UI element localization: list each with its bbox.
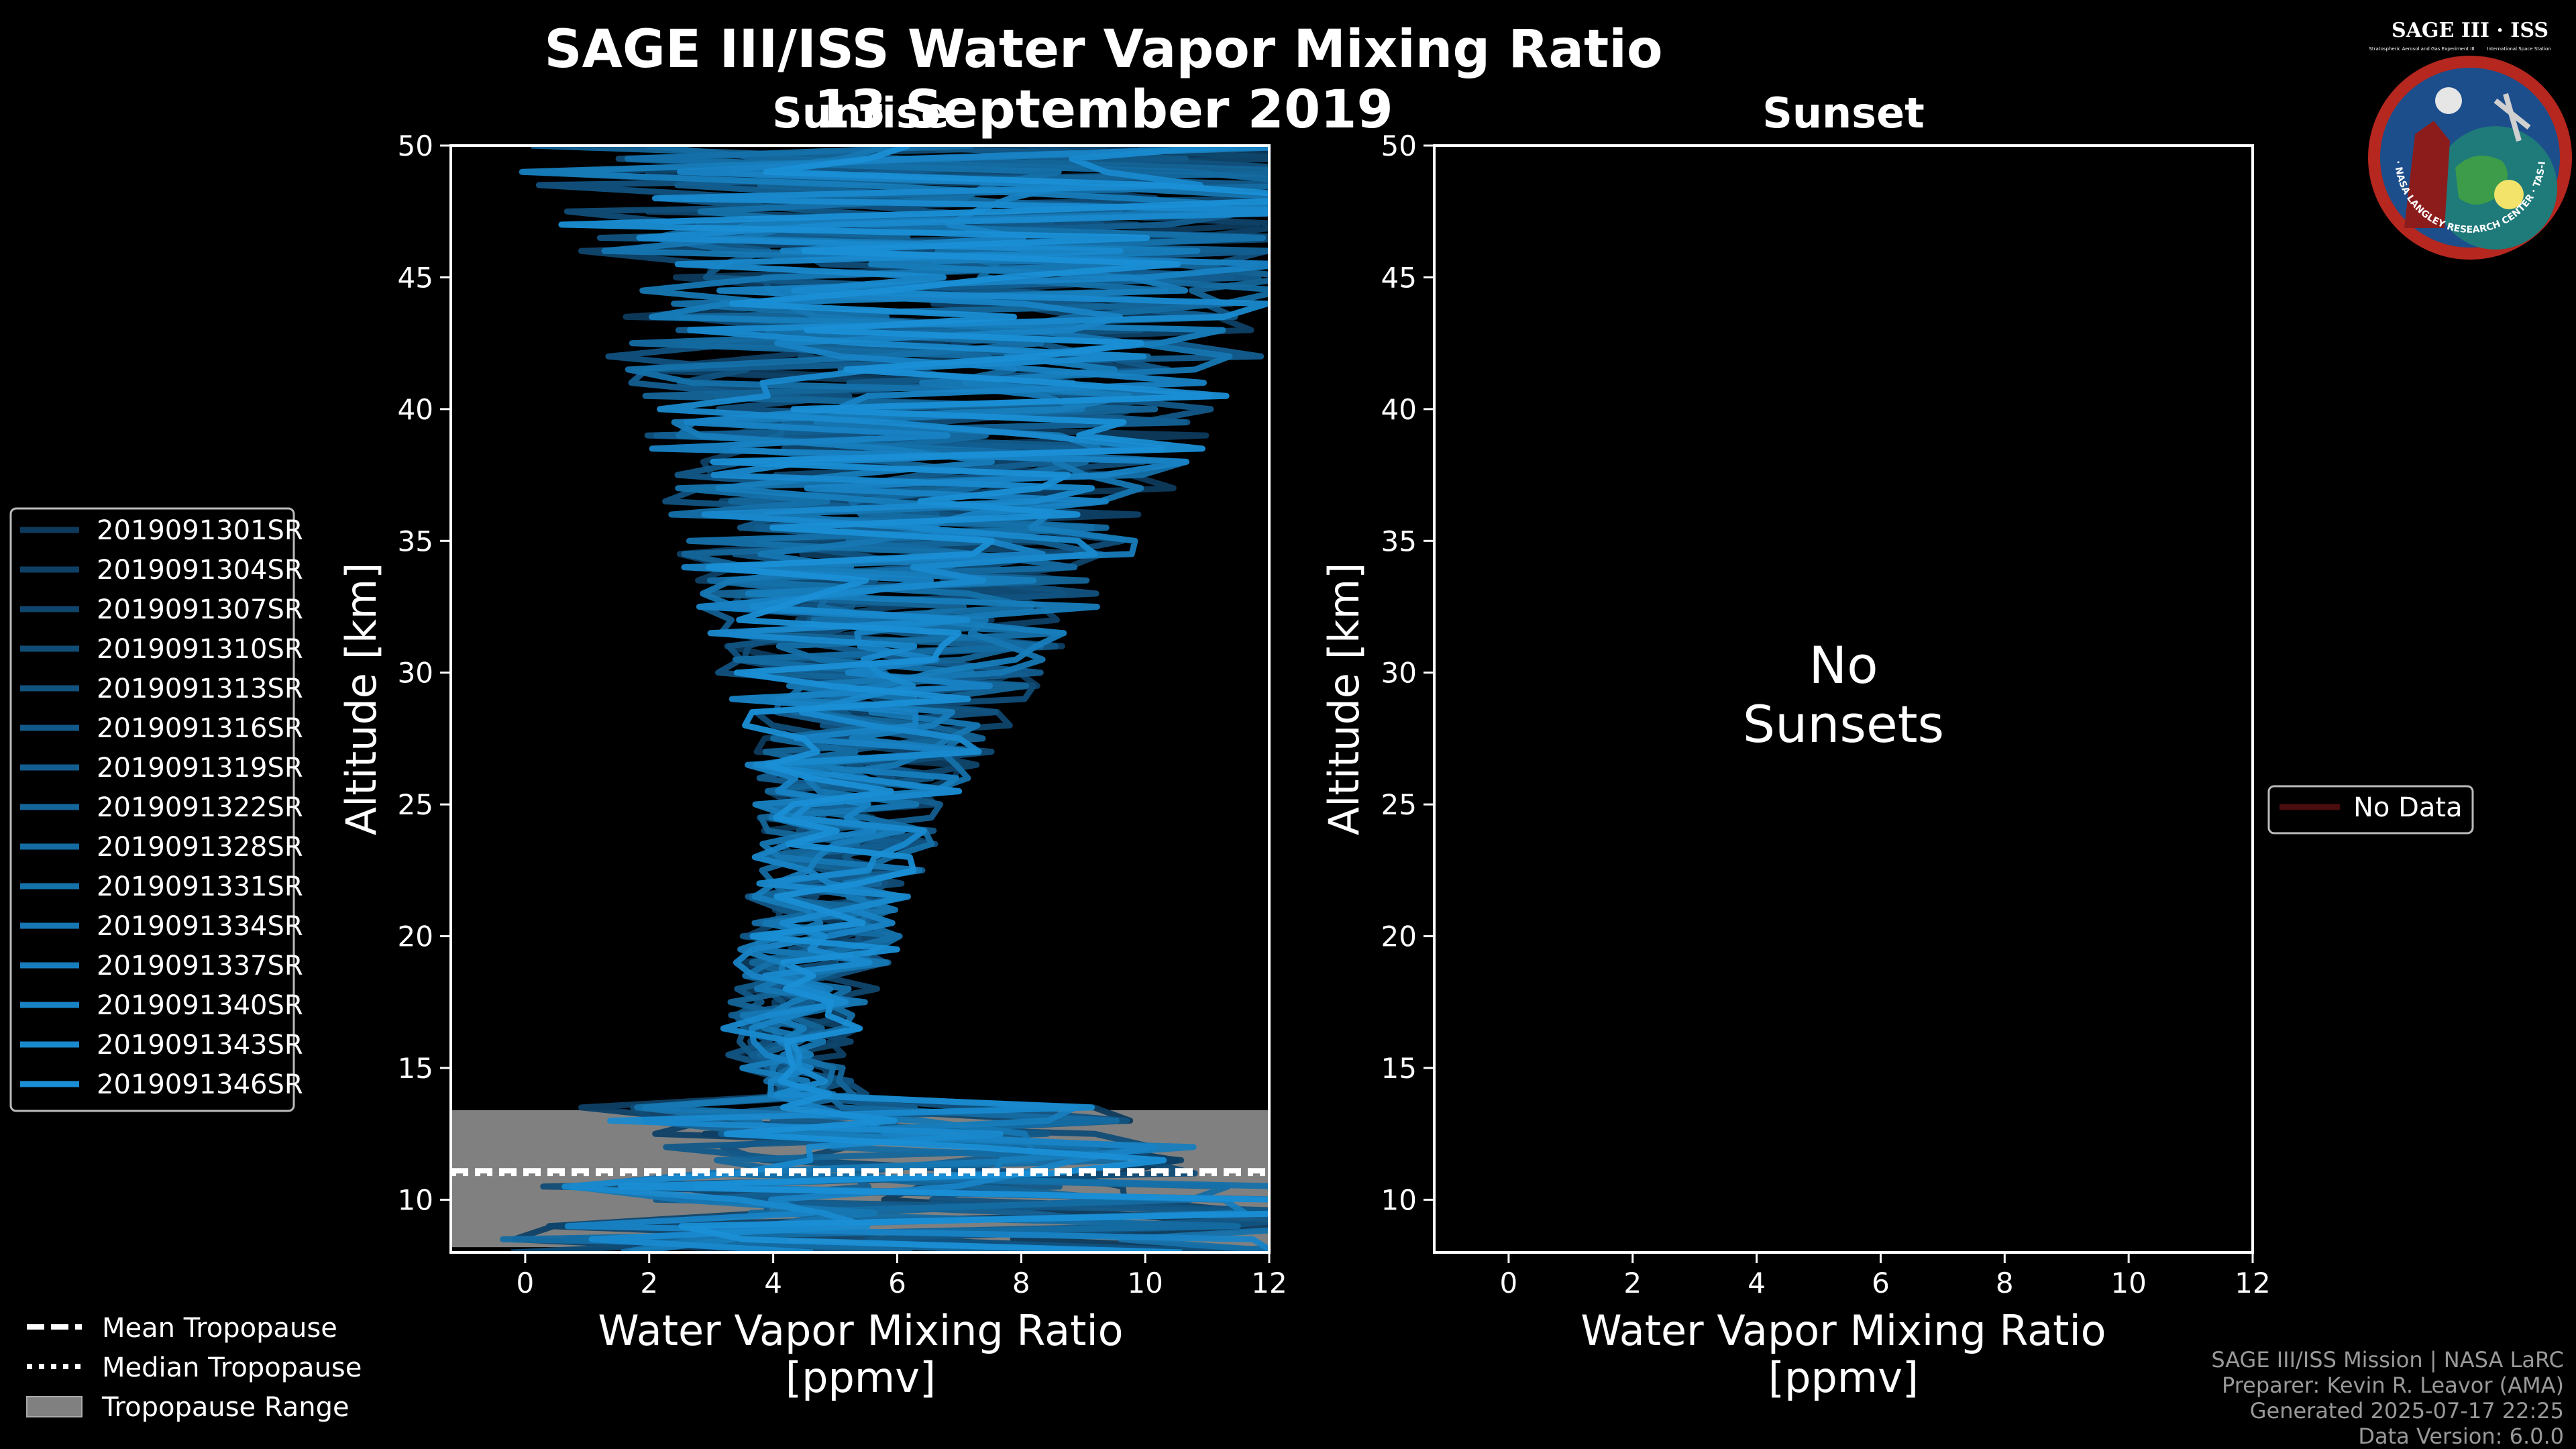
logo-title: SAGE III · ISS — [2392, 19, 2548, 42]
tropopause-legend: Mean Tropopause Median Tropopause Tropop… — [26, 1313, 362, 1423]
no-data-legend: No Data — [2267, 785, 2474, 835]
legend-label-2019091307SR: 2019091307SR — [97, 594, 303, 625]
sunset-y-tick-label: 10 — [1381, 1183, 1417, 1216]
panel-label-sunset: Sunset — [1762, 89, 1925, 138]
sunrise-x-tick-label: 0 — [517, 1267, 535, 1299]
sunrise-y-tick-label: 40 — [398, 393, 433, 426]
sunset-x-tick-label: 12 — [2235, 1267, 2270, 1299]
panel-label-sunrise: Sunrise — [772, 89, 949, 138]
sunrise-y-tick-label: 35 — [398, 525, 433, 557]
legend-label-2019091316SR: 2019091316SR — [97, 713, 303, 744]
sunset-y-tick-label: 30 — [1381, 657, 1417, 690]
logo-iss — [2493, 93, 2531, 142]
sunset-x-tick-label: 4 — [1748, 1267, 1766, 1299]
sunset-x-tick-label: 8 — [1996, 1267, 2014, 1299]
sunrise-x-axis-units: [ppmv] — [786, 1353, 936, 1402]
legend-label-2019091343SR: 2019091343SR — [97, 1030, 303, 1061]
sunrise-axes: 0 2 4 6 8 10 12 10 15 20 25 30 35 40 45 50 — [398, 129, 1287, 1299]
no-data-line2: Sunsets — [1743, 694, 1944, 754]
mean-tropopause-label: Mean Tropopause — [102, 1313, 337, 1344]
sunset-plot-background — [1433, 144, 2254, 1254]
sunrise-y-tick-label: 10 — [398, 1183, 433, 1216]
legend-label-2019091301SR: 2019091301SR — [97, 515, 303, 546]
sunrise-x-tick-label: 6 — [888, 1267, 906, 1299]
sunset-y-tick-label: 20 — [1381, 920, 1417, 953]
sunrise-x-tick-label: 2 — [640, 1267, 658, 1299]
sunrise-x-tick-label: 12 — [1251, 1267, 1287, 1299]
logo-figure — [2404, 121, 2450, 228]
footer-line-3: Generated 2025-07-17 22:25 — [2250, 1398, 2564, 1424]
tropopause-range-label: Tropopause Range — [101, 1392, 350, 1423]
footer-line-1: SAGE III/ISS Mission | NASA LaRC — [2211, 1347, 2564, 1373]
sunset-y-tick-label: 15 — [1381, 1052, 1417, 1085]
legend-label-2019091340SR: 2019091340SR — [97, 990, 303, 1021]
logo-sun — [2494, 180, 2524, 209]
legend-label-2019091310SR: 2019091310SR — [97, 634, 303, 665]
sunrise-y-tick-label: 15 — [398, 1052, 433, 1085]
sunrise-plot-frame — [449, 144, 1271, 1254]
sunrise-y-tick-label: 50 — [398, 129, 433, 162]
sunset-x-axis-units: [ppmv] — [1768, 1353, 1919, 1402]
profile-line-2019091343SR — [561, 146, 1269, 1252]
no-data-legend-frame — [2267, 785, 2474, 835]
sunset-y-tick-label: 25 — [1381, 788, 1417, 821]
profile-line-2019091346SR — [558, 146, 1269, 1252]
sunrise-panel: 0 2 4 6 8 10 12 10 15 20 25 30 35 40 45 50 Altitude [km… — [337, 129, 1287, 1402]
median-tropopause-label: Median Tropopause — [102, 1352, 362, 1383]
sunset-panel: 0 2 4 6 8 10 12 10 15 20 25 30 35 40 45 50 Altitude [km… — [1320, 129, 2271, 1402]
sunset-x-tick-label: 2 — [1623, 1267, 1642, 1299]
sunset-y-tick-label: 45 — [1381, 261, 1417, 294]
sunset-y-tick-label: 40 — [1381, 393, 1417, 426]
no-data-legend-label: No Data — [2353, 792, 2463, 823]
legend-label-2019091304SR: 2019091304SR — [97, 555, 303, 586]
sunrise-y-tick-label: 20 — [398, 920, 433, 953]
sunrise-y-axis-label: Altitude [km] — [337, 563, 386, 836]
sunrise-y-tick-label: 45 — [398, 261, 433, 294]
chart-date: 13 September 2019 — [814, 80, 1393, 140]
legend-label-2019091331SR: 2019091331SR — [97, 871, 303, 902]
logo-subtitle-right: International Space Station — [2487, 46, 2551, 52]
legend-label-2019091328SR: 2019091328SR — [97, 832, 303, 863]
sunrise-y-tick-label: 25 — [398, 788, 433, 821]
sunset-y-tick-label: 50 — [1381, 129, 1417, 162]
tropopause-range-swatch — [26, 1396, 83, 1417]
sunset-y-axis-label: Altitude [km] — [1320, 563, 1368, 836]
series-legend: 2019091301SR 2019091304SR 2019091307SR 2019… — [9, 507, 303, 1112]
sunset-x-tick-label: 6 — [1872, 1267, 1890, 1299]
sunset-y-tick-label: 35 — [1381, 525, 1417, 557]
footer: SAGE III/ISS Mission | NASA LaRC Prepare… — [2211, 1347, 2564, 1449]
legend-label-2019091337SR: 2019091337SR — [97, 951, 303, 981]
sunrise-y-tick-label: 30 — [398, 657, 433, 690]
profile-line-2019091340SR — [564, 146, 1269, 1252]
sunset-axes: 0 2 4 6 8 10 12 10 15 20 25 30 35 40 45 50 — [1381, 129, 2271, 1299]
sunrise-x-axis-label: Water Vapor Mixing Ratio — [598, 1306, 1123, 1355]
no-data-line1: No — [1809, 635, 1878, 695]
legend-label-2019091319SR: 2019091319SR — [97, 753, 303, 784]
sunrise-x-tick-label: 8 — [1012, 1267, 1030, 1299]
legend-label-2019091334SR: 2019091334SR — [97, 911, 303, 942]
sunset-x-axis-label: Water Vapor Mixing Ratio — [1580, 1306, 2106, 1355]
legend-label-2019091322SR: 2019091322SR — [97, 792, 303, 823]
logo-moon — [2435, 87, 2462, 114]
sunrise-plot-area — [451, 146, 1269, 1252]
sunset-x-tick-label: 0 — [1500, 1267, 1518, 1299]
footer-line-2: Preparer: Kevin R. Leavor (AMA) — [2222, 1373, 2564, 1398]
sunrise-x-tick-label: 4 — [764, 1267, 782, 1299]
chart-title: SAGE III/ISS Water Vapor Mixing Ratio — [544, 19, 1662, 80]
footer-line-4: Data Version: 6.0.0 — [2358, 1424, 2564, 1449]
sunset-x-tick-label: 10 — [2110, 1267, 2146, 1299]
series-legend-frame — [9, 507, 295, 1112]
sunrise-x-tick-label: 10 — [1127, 1267, 1163, 1299]
legend-label-2019091346SR: 2019091346SR — [97, 1069, 303, 1100]
logo-subtitle-left: Stratospheric Aerosol and Gas Experiment… — [2369, 46, 2474, 52]
legend-label-2019091313SR: 2019091313SR — [97, 674, 303, 704]
